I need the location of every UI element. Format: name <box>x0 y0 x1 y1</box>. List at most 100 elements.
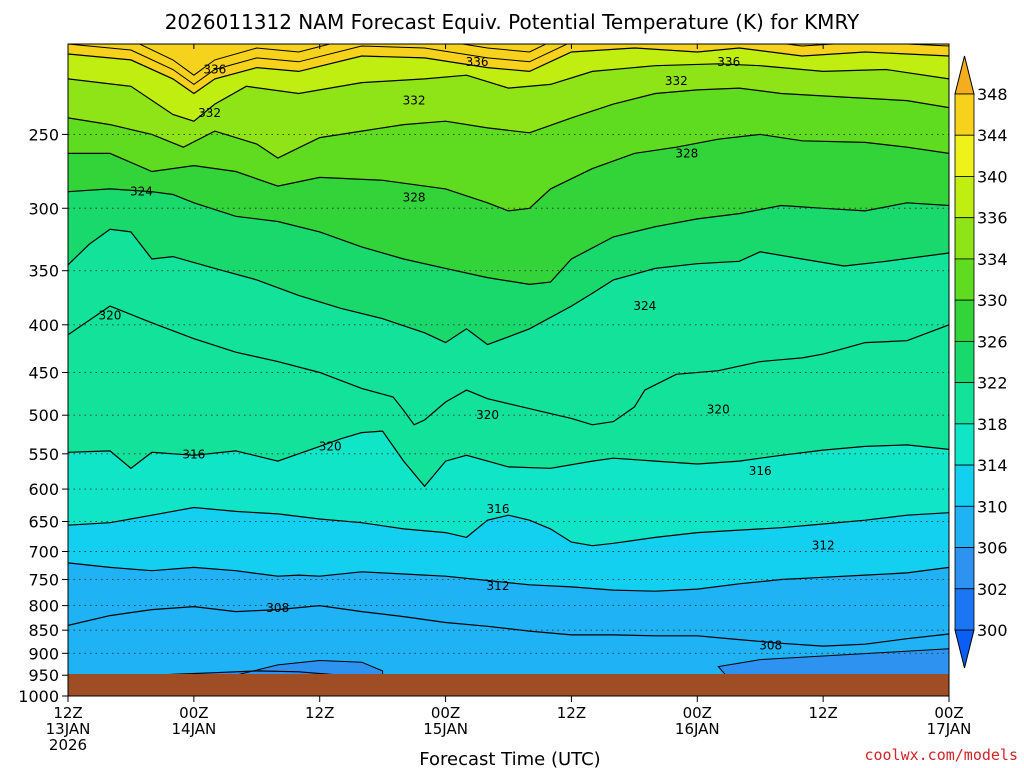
y-tick-label: 350 <box>28 262 59 281</box>
x-tick-label: 14JAN <box>171 720 216 738</box>
x-tick-label: 17JAN <box>927 720 972 738</box>
x-tick-label: 13JAN <box>46 720 91 738</box>
x-tick-label: 00Z <box>431 704 460 722</box>
contour-label: 324 <box>130 185 153 199</box>
credit-link[interactable]: coolwx.com/models <box>864 746 1018 764</box>
colorbar-bottom-arrow <box>954 629 975 669</box>
contour-label: 320 <box>707 402 730 416</box>
colorbar-segment <box>954 134 975 177</box>
contour-label: 332 <box>665 74 688 88</box>
contour-line-312 <box>68 506 949 547</box>
ground-surface <box>68 674 949 696</box>
contour-label: 336 <box>466 55 489 69</box>
colorbar-label: 310 <box>977 497 1008 516</box>
colorbar-label: 348 <box>977 85 1008 104</box>
colorbar-label: 326 <box>977 332 1008 351</box>
y-tick-label: 650 <box>28 512 59 531</box>
contour-label: 316 <box>182 448 205 462</box>
colorbar-label: 340 <box>977 167 1008 186</box>
y-tick-label: 550 <box>28 445 59 464</box>
x-tick-label: 15JAN <box>423 720 468 738</box>
colorbar-segment <box>954 340 975 384</box>
contour-line-316 <box>68 430 949 488</box>
colorbar-label: 322 <box>977 374 1008 393</box>
x-tick-label: 2026 <box>49 736 87 754</box>
cold-pool-region-0 <box>238 659 384 674</box>
temperature-bands <box>68 44 949 674</box>
colorbar-segment <box>954 464 975 507</box>
colorbar-label: 344 <box>977 126 1008 145</box>
contour-line-306 <box>167 670 334 674</box>
x-tick-label: 00Z <box>934 704 963 722</box>
contour-label: 312 <box>812 539 835 553</box>
y-tick-label: 900 <box>28 644 59 663</box>
contour-line-308 <box>68 604 949 647</box>
contour-label: 316 <box>487 502 510 516</box>
colorbar-label: 314 <box>977 456 1008 475</box>
y-tick-label: 600 <box>28 480 59 499</box>
contour-labels: 336 336 336 332 332 332 328 328 324 324 320 320 320 3… <box>98 55 835 653</box>
y-tick-label: 700 <box>28 543 59 562</box>
y-tick-label: 800 <box>28 597 59 616</box>
colorbar-label: 306 <box>977 539 1008 558</box>
x-tick-label: 00Z <box>683 704 712 722</box>
colorbar-label: 336 <box>977 209 1008 228</box>
colorbar-segment <box>954 547 975 590</box>
y-tick-label: 500 <box>28 406 59 425</box>
contour-line-328 <box>68 133 949 212</box>
contour-label: 308 <box>759 639 782 653</box>
y-tick-label: 950 <box>28 666 59 685</box>
contour-label: 336 <box>717 55 740 69</box>
contour-label: 328 <box>675 146 698 160</box>
y-tick-label: 1000 <box>18 687 59 706</box>
colorbar-segment <box>954 299 975 342</box>
contour-label: 332 <box>403 94 426 108</box>
colorbar-segment <box>954 588 975 631</box>
x-tick-label: 12Z <box>53 704 82 722</box>
plot-area: 336 336 336 332 332 332 328 328 324 324 320 320 320 3… <box>67 43 950 697</box>
y-tick-label: 400 <box>28 316 59 335</box>
chart-title: 2026011312 NAM Forecast Equiv. Potential… <box>165 10 860 34</box>
colorbar-label: 334 <box>977 250 1008 269</box>
cold-pool-region-1 <box>717 648 949 674</box>
colorbar-label: 330 <box>977 291 1008 310</box>
x-tick-label: 16JAN <box>675 720 720 738</box>
contour-line-310 <box>68 562 949 592</box>
y-tick-label: 850 <box>28 621 59 640</box>
y-tick-label: 750 <box>28 570 59 589</box>
colorbar-label: 302 <box>977 580 1008 599</box>
contour-label: 336 <box>203 63 226 77</box>
colorbar-segment <box>954 382 975 425</box>
contour-line-322 <box>68 228 949 346</box>
contour-label: 308 <box>266 601 289 615</box>
colorbar-top-arrow <box>954 55 975 95</box>
colorbar-label: 318 <box>977 415 1008 434</box>
contour-label: 328 <box>403 190 426 204</box>
contour-line-348 <box>138 44 548 76</box>
x-tick-label: 00Z <box>179 704 208 722</box>
colorbar-segment <box>954 176 975 219</box>
y-tick-label: 250 <box>28 125 59 144</box>
contour-label: 316 <box>749 464 772 478</box>
contour-line-336 <box>68 63 949 122</box>
contour-line-324 <box>68 188 949 286</box>
contour-label: 320 <box>319 439 342 453</box>
contour-line-320 <box>68 305 949 426</box>
colorbar-segment <box>954 258 975 301</box>
colorbar-label: 300 <box>977 621 1008 640</box>
pressure-axis: 250 300 350 400 450 500 550 600 650 700 750 800 850 9… <box>18 125 68 706</box>
colorbar-segment <box>954 93 975 136</box>
contour-line-344 <box>68 44 949 86</box>
contour-line-340 <box>68 47 949 95</box>
y-tick-label: 300 <box>28 199 59 218</box>
colorbar: 348 344 340 336 334 330 326 322 318 314 310 306 302 3… <box>954 55 1008 669</box>
colorbar-segment <box>954 423 975 466</box>
contour-label: 320 <box>476 408 499 422</box>
y-tick-label: 450 <box>28 364 59 383</box>
contour-label: 332 <box>198 106 221 120</box>
contour-lines <box>68 44 949 674</box>
x-axis-label: Forecast Time (UTC) <box>419 749 600 768</box>
plot-frame <box>67 43 950 697</box>
